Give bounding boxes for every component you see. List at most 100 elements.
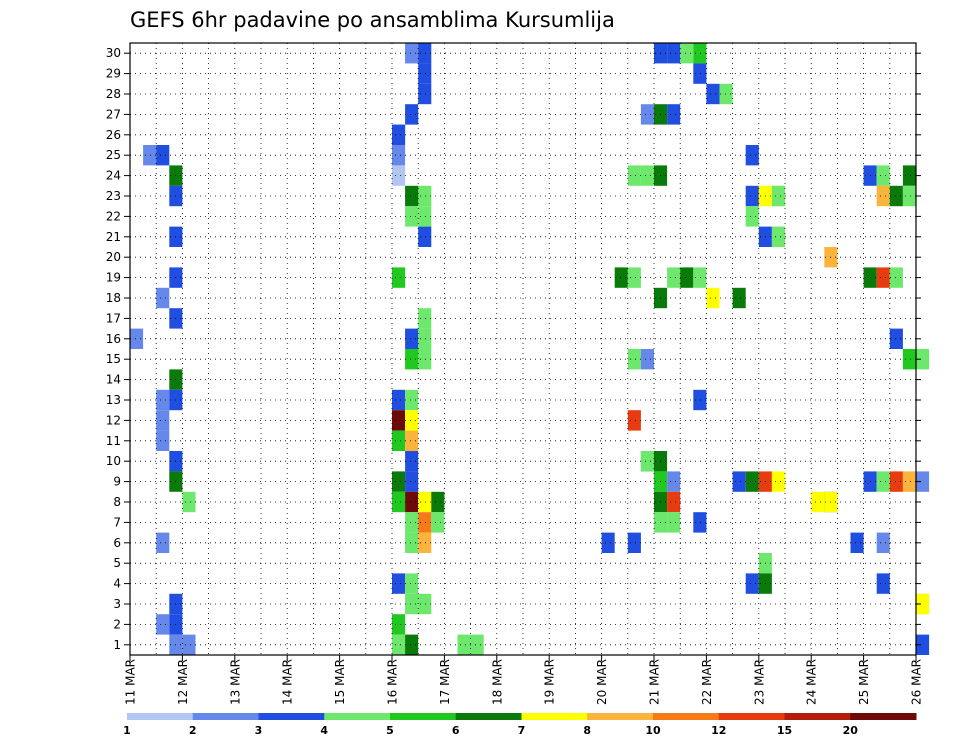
heatmap-cell	[418, 491, 432, 513]
heatmap-cell	[418, 63, 432, 84]
x-tick-label: 15 MAR	[333, 659, 347, 705]
y-tick-label: 29	[106, 67, 121, 81]
heatmap-cell	[470, 634, 484, 655]
heatmap-cell	[876, 267, 890, 288]
heatmap-cell	[732, 287, 746, 309]
chart-title: GEFS 6hr padavine po ansamblima Kursumli…	[130, 8, 615, 32]
heatmap-cell	[811, 491, 825, 513]
heatmap-cell	[889, 471, 903, 492]
heatmap-cell	[418, 43, 432, 64]
heatmap-cell	[693, 389, 707, 411]
y-tick-label: 12	[106, 413, 121, 427]
heatmap-cell	[876, 185, 890, 207]
y-tick-label: 20	[106, 250, 121, 264]
y-tick-label: 27	[106, 107, 121, 121]
colorbar-segment	[587, 713, 654, 720]
colorbar-segment	[784, 713, 851, 720]
heatmap-cell	[418, 185, 432, 207]
heatmap-cell	[732, 471, 746, 492]
heatmap-cell	[627, 165, 641, 186]
grid-layer	[130, 43, 916, 655]
heatmap-cell	[889, 267, 903, 288]
heatmap-cell	[392, 430, 406, 451]
heatmap-cell	[405, 410, 419, 431]
heatmap-cell	[457, 634, 471, 655]
heatmap-cell	[392, 634, 406, 655]
heatmap-cell	[693, 512, 707, 533]
heatmap-cell	[916, 471, 930, 492]
heatmap-cell	[392, 124, 406, 145]
colorbar-segment	[718, 713, 785, 720]
y-tick-label: 3	[113, 597, 121, 611]
heatmap-cell	[156, 389, 170, 411]
y-tick-label: 22	[106, 209, 121, 223]
heatmap-cell	[667, 491, 681, 513]
colorbar-label: 5	[386, 724, 394, 737]
y-tick-label: 2	[113, 617, 121, 631]
heatmap-cell	[640, 104, 654, 125]
heatmap-cell	[156, 614, 170, 635]
heatmap-cell	[405, 104, 419, 125]
colorbar-label: 3	[255, 724, 263, 737]
heatmap-cell	[771, 471, 785, 492]
heatmap-cell	[392, 165, 406, 186]
heatmap-cell	[392, 410, 406, 431]
heatmap-cell	[431, 512, 445, 533]
x-tick-label: 13 MAR	[228, 659, 242, 705]
y-tick-label: 11	[106, 434, 121, 448]
heatmap-cell	[693, 43, 707, 64]
colorbar-label: 2	[189, 724, 197, 737]
heatmap-cell	[405, 430, 419, 451]
heatmap-cell	[706, 287, 720, 309]
heatmap-cell	[876, 532, 890, 553]
colorbar-label: 15	[777, 724, 792, 737]
heatmap-cell	[156, 410, 170, 431]
colorbar-label: 20	[843, 724, 859, 737]
x-tick-label: 17 MAR	[438, 659, 452, 705]
heatmap-cell	[405, 349, 419, 370]
heatmap-cell	[876, 573, 890, 594]
heatmap-cell	[889, 185, 903, 207]
heatmap-cell	[627, 349, 641, 370]
x-tick-label: 19 MAR	[543, 659, 557, 705]
heatmap-cell	[693, 63, 707, 84]
heatmap-cell	[418, 206, 432, 227]
x-tick-label: 14 MAR	[281, 659, 295, 705]
heatmap-cell	[418, 512, 432, 533]
heatmap-cell	[405, 593, 419, 615]
heatmap-cell	[850, 532, 864, 553]
heatmap-cell	[693, 267, 707, 288]
y-tick-label: 6	[113, 536, 121, 550]
heatmap-cell	[627, 267, 641, 288]
colorbar-segment	[258, 713, 325, 720]
heatmap-cell	[392, 573, 406, 594]
colorbar-label: 10	[645, 724, 661, 737]
heatmap-cell	[745, 145, 759, 166]
colorbar-segment	[850, 713, 917, 720]
heatmap-cell	[916, 349, 930, 370]
heatmap-cell	[156, 287, 170, 309]
heatmap-cell	[667, 267, 681, 288]
heatmap-cell	[130, 328, 144, 349]
heatmap-cell	[405, 471, 419, 492]
heatmap-cell	[601, 532, 615, 553]
y-tick-label: 24	[106, 169, 121, 183]
colorbar-label: 6	[452, 724, 460, 737]
heatmap-cell	[902, 349, 916, 370]
heatmap-cell	[719, 83, 733, 105]
x-tick-label: 16 MAR	[386, 659, 400, 705]
colorbar-segment	[455, 713, 522, 720]
y-tick-label: 10	[106, 454, 121, 468]
colorbar-label: 4	[320, 724, 328, 737]
heatmap-cell	[627, 410, 641, 431]
heatmap-cell	[640, 165, 654, 186]
y-tick-label: 15	[106, 352, 121, 366]
heatmap-cell	[902, 471, 916, 492]
y-tick-label: 1	[113, 638, 121, 652]
heatmap-cell	[680, 43, 694, 64]
colorbar-segment	[653, 713, 720, 720]
x-tick-label: 18 MAR	[490, 659, 504, 705]
heatmap-cell	[156, 145, 170, 166]
heatmap-cell	[405, 512, 419, 533]
